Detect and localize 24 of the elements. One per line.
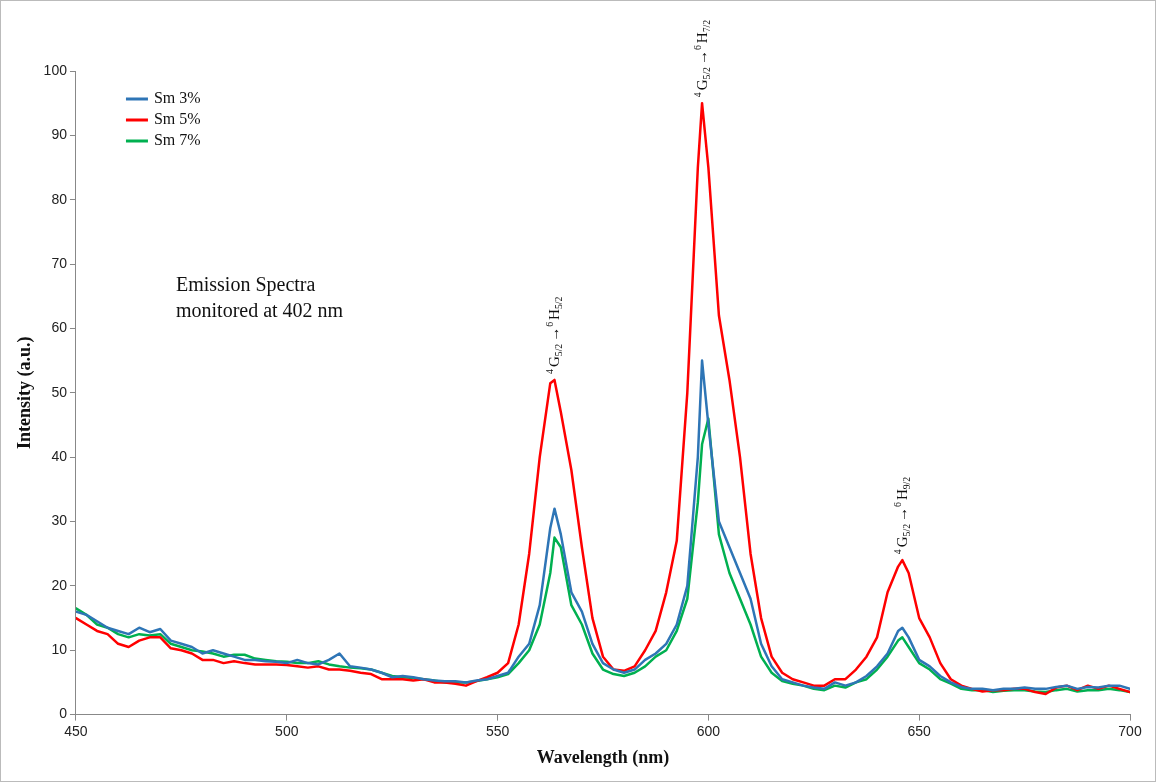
y-axis-title: Intensity (a.u.) xyxy=(14,336,36,450)
legend-label: Sm 5% xyxy=(153,110,201,128)
y-tick-label: 0 xyxy=(59,705,68,722)
x-tick-label: 700 xyxy=(1118,722,1142,739)
y-tick-label: 30 xyxy=(51,512,68,529)
y-tick-label: 100 xyxy=(43,61,68,78)
y-tick-label: 70 xyxy=(51,254,68,271)
y-tick-label: 40 xyxy=(51,448,68,465)
x-tick-label: 650 xyxy=(907,722,932,739)
y-tick-label: 20 xyxy=(51,576,68,593)
legend-label: Sm 3% xyxy=(153,89,201,107)
y-tick-label: 90 xyxy=(51,126,68,143)
x-tick-label: 450 xyxy=(64,722,88,739)
y-tick-label: 80 xyxy=(51,190,68,207)
x-tick-label: 600 xyxy=(696,722,721,739)
x-axis-title: Wavelength (nm) xyxy=(536,746,670,768)
y-tick-label: 10 xyxy=(51,641,68,658)
y-tick-label: 50 xyxy=(51,383,68,400)
legend-label: Sm 7% xyxy=(153,131,201,149)
annotation: Emission Spectra monitored at 402 nm xyxy=(175,273,344,321)
x-tick-label: 500 xyxy=(275,722,299,739)
x-tick-label: 550 xyxy=(485,722,510,739)
annotation: 4G5/2→6H7/2 xyxy=(692,19,713,98)
y-tick-label: 60 xyxy=(51,319,68,336)
